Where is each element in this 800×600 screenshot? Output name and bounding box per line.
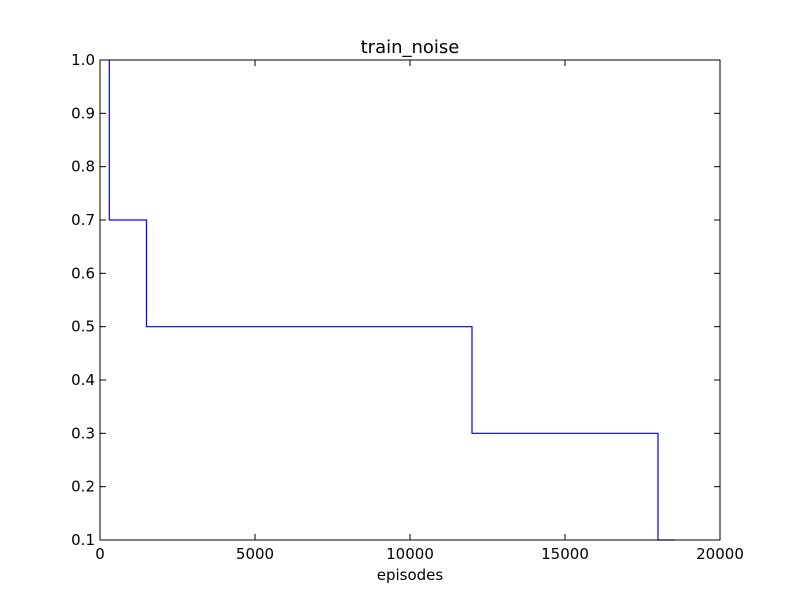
x-tick-label: 15000: [541, 545, 589, 563]
y-tick-label: 0.7: [71, 211, 95, 229]
y-tick-label: 0.8: [71, 158, 95, 176]
x-tick-label: 5000: [236, 545, 274, 563]
y-tick-label: 0.4: [71, 371, 95, 389]
y-tick-label: 0.6: [71, 264, 95, 282]
plot-frame: [99, 59, 721, 541]
y-tick-label: 0.2: [71, 478, 95, 496]
y-tick-label: 0.9: [71, 104, 95, 122]
x-tick-label: 20000: [696, 545, 744, 563]
x-tick-label: 10000: [386, 545, 434, 563]
x-tick-label: 0: [95, 545, 105, 563]
y-tick-label: 1.0: [71, 51, 95, 69]
axis-ticks: 0 5000 10000 15000 20000 0.1 0.2 0.3 0.4 0.5 0.6 0.…: [71, 51, 744, 563]
plot-area: [108, 60, 676, 541]
y-tick-label: 0.5: [71, 318, 95, 336]
y-tick-label: 0.3: [71, 424, 95, 442]
series-line-0: [108, 60, 676, 541]
y-tick-label: 0.1: [71, 531, 95, 549]
x-axis-label: episodes: [377, 566, 444, 584]
chart-title: train_noise: [361, 37, 460, 58]
